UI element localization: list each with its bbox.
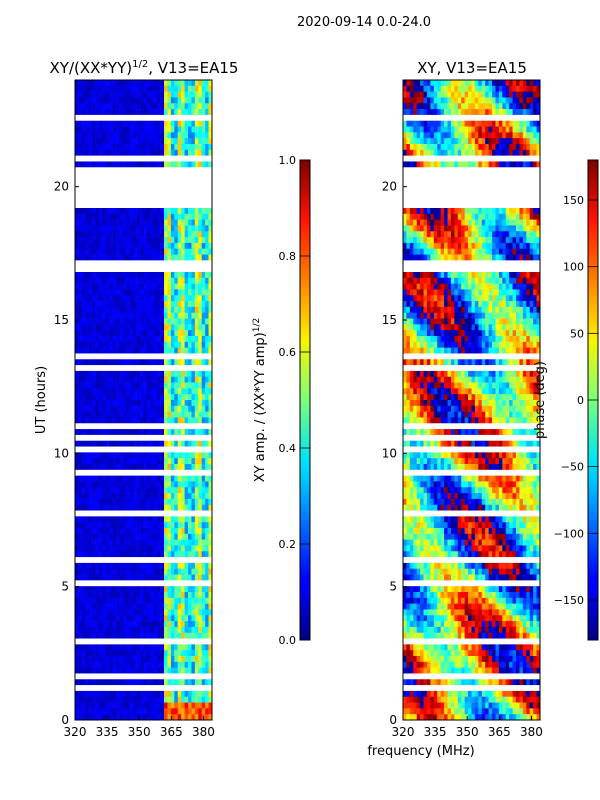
- amp-cbar-tick-label-4: 0.8: [279, 250, 297, 263]
- frequency-axis-label: frequency (MHz): [367, 744, 474, 759]
- amp-panel-title-exponent: 1/2: [132, 59, 148, 70]
- phase-ytick-label-15: 15: [382, 313, 397, 327]
- amp-xtick-label-350: 350: [128, 725, 151, 739]
- amp-panel-title: XY/(XX*YY)1/2, V13=EA15: [50, 59, 239, 77]
- amp-heatmap: [75, 80, 212, 720]
- phase-ytick-label-0: 0: [389, 713, 397, 727]
- amp-plot-frame: [74, 79, 213, 721]
- amp-ytick-label-15: 15: [54, 313, 69, 327]
- amp-ytick-label-10: 10: [54, 446, 69, 460]
- phase-xtick-label-335: 335: [424, 725, 447, 739]
- phase-xtick-label-380: 380: [520, 725, 543, 739]
- amp-cbar-tick-label-1: 0.2: [279, 538, 297, 551]
- phase-plot-frame: [402, 79, 541, 721]
- phase-axes: 320 335 350 365 380 0 5 10 15 20: [382, 180, 543, 739]
- amp-colorbar-label: XY amp. / (XX*YY amp)1/2: [252, 318, 268, 482]
- amp-xtick-label-365: 365: [160, 725, 183, 739]
- phase-cbar-tick-label-0: −150: [554, 594, 584, 607]
- amp-panel-title-tail: , V13=EA15: [148, 59, 238, 77]
- amp-cbar-tick-label-3: 0.6: [279, 346, 297, 359]
- phase-heatmap: [403, 80, 540, 720]
- amp-colorbar: [300, 160, 310, 640]
- amp-cbar-tick-label-5: 1.0: [279, 154, 297, 167]
- phase-cbar-tick-label-6: 150: [563, 194, 584, 207]
- amp-cbar-tick-label-2: 0.4: [279, 442, 297, 455]
- phase-xtick-label-350: 350: [456, 725, 479, 739]
- amp-cbar-tick-label-0: 0.0: [279, 634, 297, 647]
- amp-xtick-label-335: 335: [96, 725, 119, 739]
- phase-cbar-tick-label-2: −50: [561, 461, 584, 474]
- phase-colorbar-ticks: −150 −100 −50 0 50 100 150: [554, 194, 598, 607]
- amp-colorbar-label-exponent: 1/2: [252, 318, 262, 332]
- phase-ytick-label-10: 10: [382, 446, 397, 460]
- amp-colorbar-ticks: 0.0 0.2 0.4 0.6 0.8 1.0: [279, 154, 310, 647]
- amp-xtick-label-320: 320: [64, 725, 87, 739]
- amp-colorbar-label-base: XY amp. / (XX*YY amp): [253, 332, 268, 482]
- amp-xtick-label-380: 380: [192, 725, 215, 739]
- ut-hours-axis-label: UT (hours): [34, 366, 49, 434]
- phase-cbar-tick-label-5: 100: [563, 261, 584, 274]
- amp-ytick-label-0: 0: [61, 713, 69, 727]
- phase-ytick-label-20: 20: [382, 180, 397, 194]
- phase-xtick-label-365: 365: [488, 725, 511, 739]
- phase-cbar-tick-label-4: 50: [570, 327, 584, 340]
- figure-title: 2020-09-14 0.0-24.0: [297, 15, 431, 30]
- phase-colorbar-label: phase (deg): [533, 361, 548, 439]
- phase-cbar-tick-label-3: 0: [577, 394, 584, 407]
- phase-xtick-label-320: 320: [392, 725, 415, 739]
- phase-ytick-label-5: 5: [389, 580, 397, 594]
- amp-axes: 320 335 350 365 380 0 5 10 15 20: [54, 180, 215, 739]
- phase-cbar-tick-label-1: −100: [554, 527, 584, 540]
- phase-panel-title: XY, V13=EA15: [417, 59, 527, 77]
- amp-ytick-label-5: 5: [61, 580, 69, 594]
- amp-ytick-label-20: 20: [54, 180, 69, 194]
- amp-panel-title-base: XY/(XX*YY): [50, 59, 133, 77]
